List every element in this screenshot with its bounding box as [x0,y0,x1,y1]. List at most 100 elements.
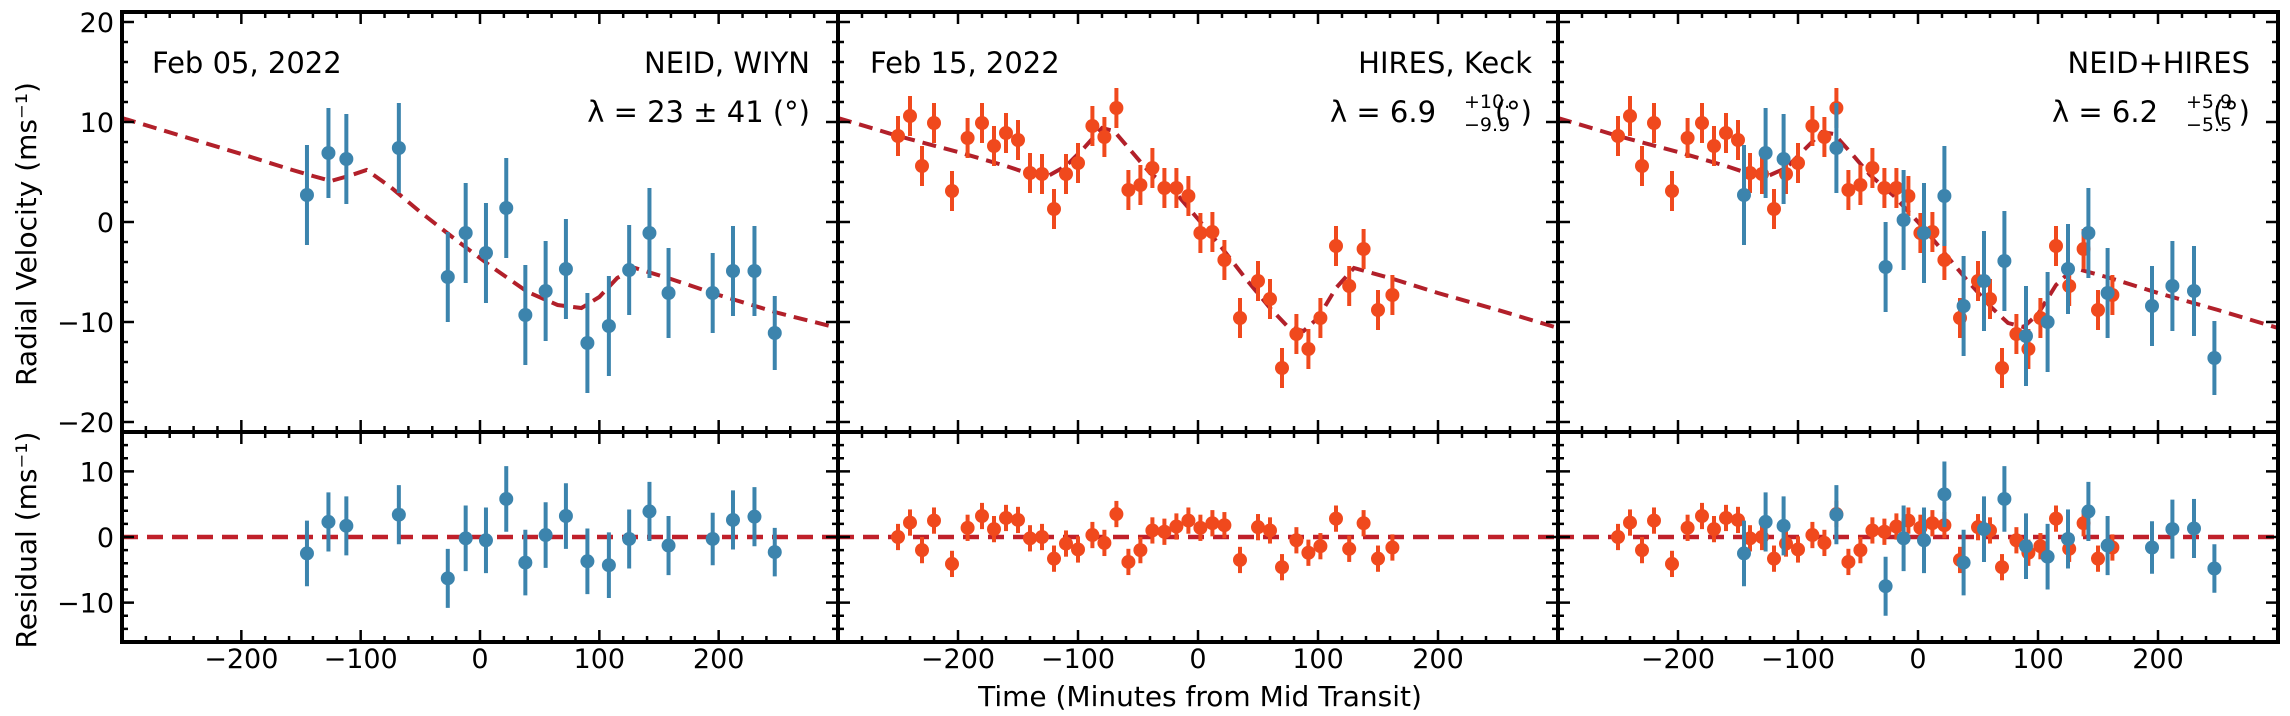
hires-resid-point [1217,518,1232,533]
lambda-unit-middle: (°) [1495,95,1532,129]
hires-resid-point [1047,551,1061,566]
hires-resid-point [1719,510,1733,525]
hires-resid-point [1680,520,1695,535]
hires-resid-point [1289,533,1304,548]
hires-rv-point [2049,239,2063,253]
neid-rv-point [458,226,473,240]
hires-resid-point [1611,530,1625,544]
neid-rv-point [558,262,573,276]
instrument-label-right: NEID+HIRES [2068,46,2250,80]
neid-resid-point [705,531,720,546]
panel-right: −200 −100 0 100 200 [1556,10,2280,675]
model-curve-left [122,116,838,330]
hires-rv-point [1635,159,1649,173]
hires-rv-point [1085,119,1100,133]
neid-resid-point [2165,522,2180,537]
neid-rv-point [747,264,762,278]
neid-rv-point [499,201,514,215]
hires-rv-point [945,184,959,198]
lambda-sup-right: +5.9 [2186,91,2232,113]
panel-left-annotations: Feb 05, 2022 NEID, WIYN λ = 23 ± 41 (°) [152,46,810,129]
y-tick-label-top: 20 [80,8,114,39]
neid-resid-point [2187,521,2201,536]
neid-resid-point [391,507,406,522]
x-tick-label-middle: −100 [1041,644,1115,675]
neid-rv-point [1956,299,1971,313]
hires-resid-point [1623,515,1637,530]
neid-rv-point [299,188,314,202]
neid-rv-point [1878,260,1893,274]
hires-resid-point [1925,516,1940,531]
neid-rv-series-left [299,103,782,393]
neid-resid-point [1829,507,1844,522]
hires-rv-point [987,139,1001,153]
neid-rv-point [767,326,782,340]
hires-resid-point [1205,516,1220,531]
hires-resid-point [975,509,989,523]
hires-resid-point [999,510,1013,525]
lambda-sub-middle: −9.9 [1464,114,1510,136]
hires-rv-point [1805,119,1820,133]
hires-rv-point [2021,342,2036,356]
neid-rv-point [2145,299,2159,313]
neid-rv-point [580,336,595,350]
hires-resid-point [1035,530,1049,544]
model-curve-middle [838,116,1558,334]
hires-rv-series-middle [891,88,1400,388]
hires-rv-point [1680,131,1695,145]
neid-resid-point [558,509,573,523]
neid-resid-point [440,571,455,586]
hires-rv-point [903,109,917,123]
hires-rv-point [1647,116,1661,130]
neid-resid-point [1737,546,1751,561]
hires-rv-point [891,129,905,143]
hires-rv-point [1623,109,1637,123]
hires-rv-point [1133,178,1148,192]
neid-resid-point [1896,531,1911,546]
hires-rv-point [1263,292,1277,306]
x-tick-label-right: 200 [2132,644,2184,675]
hires-rv-point [1145,161,1160,175]
hires-resid-point [1779,536,1793,551]
hires-resid-point [1647,513,1661,528]
neid-rv-point [1829,141,1844,155]
hires-resid-point [927,513,941,528]
hires-resid-point [1071,542,1085,557]
neid-resid-point [1997,491,2012,506]
hires-resid-point [1085,528,1100,543]
neid-rv-point [642,226,657,240]
hires-rv-point [1877,181,1892,195]
neid-resid-point [642,504,657,519]
x-tick-label-left: 100 [574,644,626,675]
hires-resid-point [1193,520,1208,535]
neid-rv-point [2165,279,2180,293]
hires-rv-point [1371,303,1385,317]
hires-resid-point [1743,531,1757,546]
hires-rv-point [1289,327,1304,341]
hires-rv-point [1301,342,1316,356]
neid-rv-point [2019,329,2033,343]
neid-resid-point [499,491,514,506]
y-tick-label-top: 10 [80,108,114,139]
hires-rv-point [1937,253,1952,267]
model-curve-right [1558,116,2278,330]
hires-resid-point [1011,512,1025,527]
y-axis-label-bottom: Residual (ms⁻¹) [10,432,43,649]
neid-rv-point [1937,189,1952,203]
hires-rv-point [960,131,975,145]
hires-rv-point [1342,279,1357,293]
lambda-sup-middle: +10. [1464,91,1510,113]
neid-rv-point [1896,213,1911,227]
neid-resid-point [622,531,637,546]
neid-rv-point [538,284,553,298]
hires-rv-point [1169,181,1184,195]
neid-resid-point [538,528,553,543]
hires-resid-point [1275,560,1289,575]
hires-resid-point [1342,541,1357,556]
x-tick-label-middle: 200 [1412,644,1464,675]
hires-rv-point [999,126,1013,140]
lambda-unit-right: (°) [2213,95,2250,129]
hires-rv-point [1109,101,1124,115]
x-tick-label-left: −100 [324,644,398,675]
